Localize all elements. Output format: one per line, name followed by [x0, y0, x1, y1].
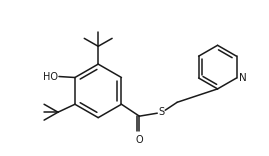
Text: O: O	[136, 135, 143, 145]
Text: HO: HO	[43, 71, 58, 82]
Text: S: S	[158, 107, 164, 117]
Text: N: N	[239, 73, 246, 83]
